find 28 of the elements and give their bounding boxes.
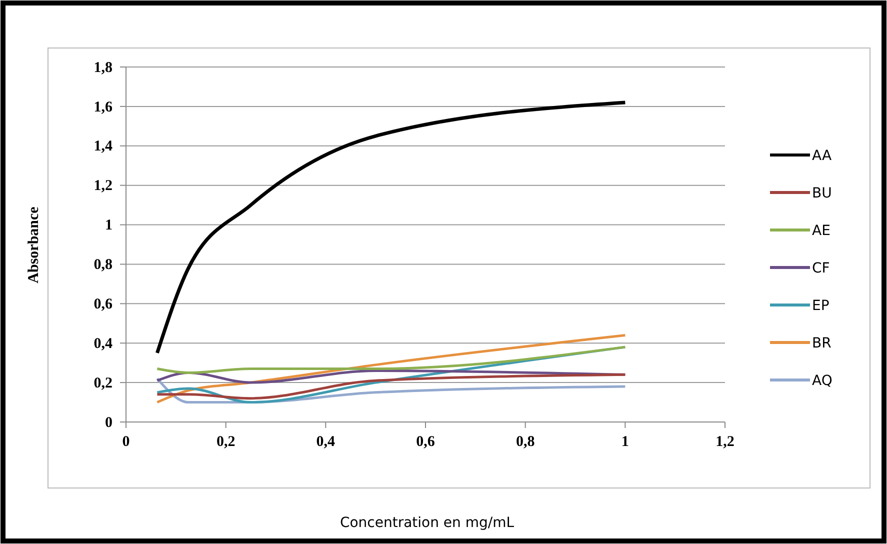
y-tick-label: 0 — [105, 414, 112, 431]
legend-label: BU — [812, 185, 832, 202]
y-tick-label: 1,8 — [94, 60, 112, 76]
legend-label: EP — [812, 298, 830, 314]
y-tick-label: 1,2 — [94, 178, 112, 194]
x-tick-label: 0 — [122, 434, 130, 450]
y-tick-label: 0,2 — [94, 375, 112, 392]
y-tick-label: 0,6 — [94, 296, 113, 312]
line-series — [155, 100, 627, 355]
x-axis-title: Concentration en mg/mL — [340, 515, 514, 531]
legend-label: CF — [812, 260, 830, 276]
legend-label: AA — [812, 148, 832, 164]
x-tick-label: 1,2 — [716, 434, 734, 450]
y-axis-title: Absorbance — [26, 206, 42, 284]
x-tick-label: 0,2 — [216, 434, 236, 450]
y-tick-label: 0,8 — [94, 257, 112, 274]
y-tick-label: 1 — [105, 218, 112, 234]
y-tick-label: 1,6 — [94, 99, 113, 116]
legend-label: BR — [812, 335, 832, 352]
y-tick-label: 1,4 — [94, 138, 113, 155]
x-tick-label: 1 — [621, 434, 629, 450]
legend-label: AE — [812, 222, 830, 239]
x-tick-label: 0,6 — [416, 434, 436, 450]
x-tick-label: 0,8 — [516, 434, 535, 450]
x-tick-label: 0,4 — [316, 434, 336, 450]
y-tick-label: 0,4 — [94, 336, 113, 352]
line-series — [156, 373, 626, 400]
legend-label: AQ — [812, 372, 832, 389]
